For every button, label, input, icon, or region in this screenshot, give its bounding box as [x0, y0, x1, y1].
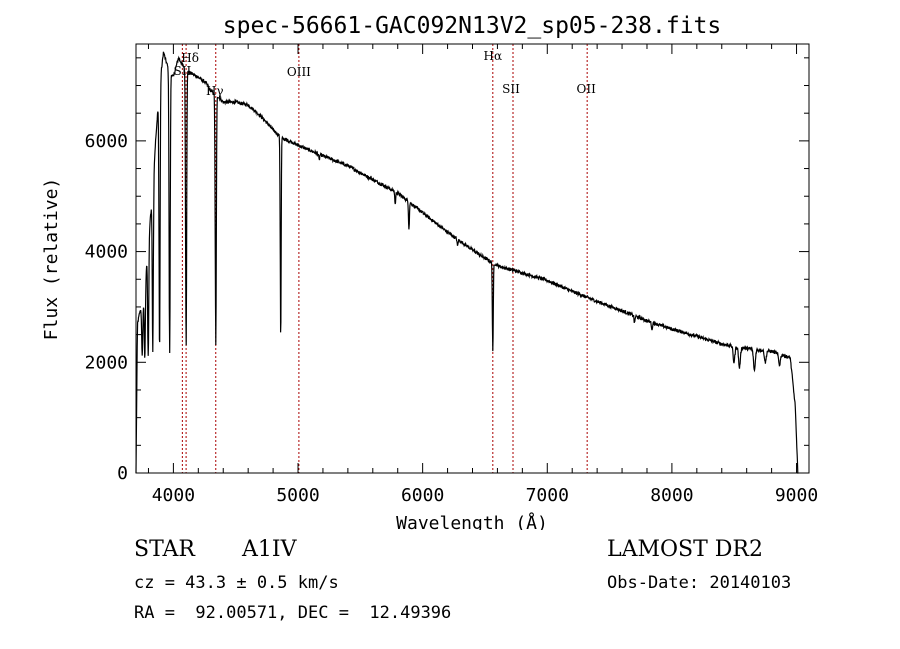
marker-label: Hα: [484, 49, 503, 63]
x-tick-label: 8000: [650, 485, 693, 506]
spectrum-line: [135, 51, 799, 474]
marker-label: SII: [174, 64, 192, 78]
x-tick-label: 5000: [276, 485, 319, 506]
marker-label: OIII: [287, 65, 311, 79]
y-axis-label: Flux (relative): [41, 178, 62, 341]
x-axis-label: Wavelength (Å): [396, 512, 548, 530]
marker-label: OII: [576, 82, 596, 96]
y-tick-label: 0: [117, 463, 128, 484]
marker-label: SII: [502, 82, 520, 96]
plot-frame: [135, 43, 810, 474]
y-tick-label: 4000: [85, 242, 128, 263]
x-tick-label: 9000: [775, 485, 818, 506]
x-tick-label: 4000: [152, 485, 195, 506]
x-tick-label: 7000: [526, 485, 569, 506]
redshift-velocity: cz = 43.3 ± 0.5 km/s: [134, 573, 339, 593]
coordinates: RA = 92.00571, DEC = 12.49396: [134, 603, 452, 623]
marker-label: Hγ: [206, 84, 224, 98]
marker-label: Hδ: [181, 51, 199, 65]
object-subclass: A1IV: [242, 537, 297, 562]
spectrum-chart: spec-56661-GAC092N13V2_sp05-238.fits HδS…: [41, 13, 818, 530]
object-class: STAR: [134, 537, 195, 562]
x-tick-label: 6000: [401, 485, 444, 506]
observation-date: Obs-Date: 20140103: [607, 573, 792, 593]
y-tick-label: 6000: [85, 131, 128, 152]
chart-title: spec-56661-GAC092N13V2_sp05-238.fits: [223, 13, 722, 39]
axis-ticks: 4000 5000 6000 7000 8000 9000 0 2000 4000 6000: [85, 44, 818, 506]
y-tick-label: 2000: [85, 352, 128, 373]
survey-name: LAMOST DR2: [607, 537, 763, 562]
